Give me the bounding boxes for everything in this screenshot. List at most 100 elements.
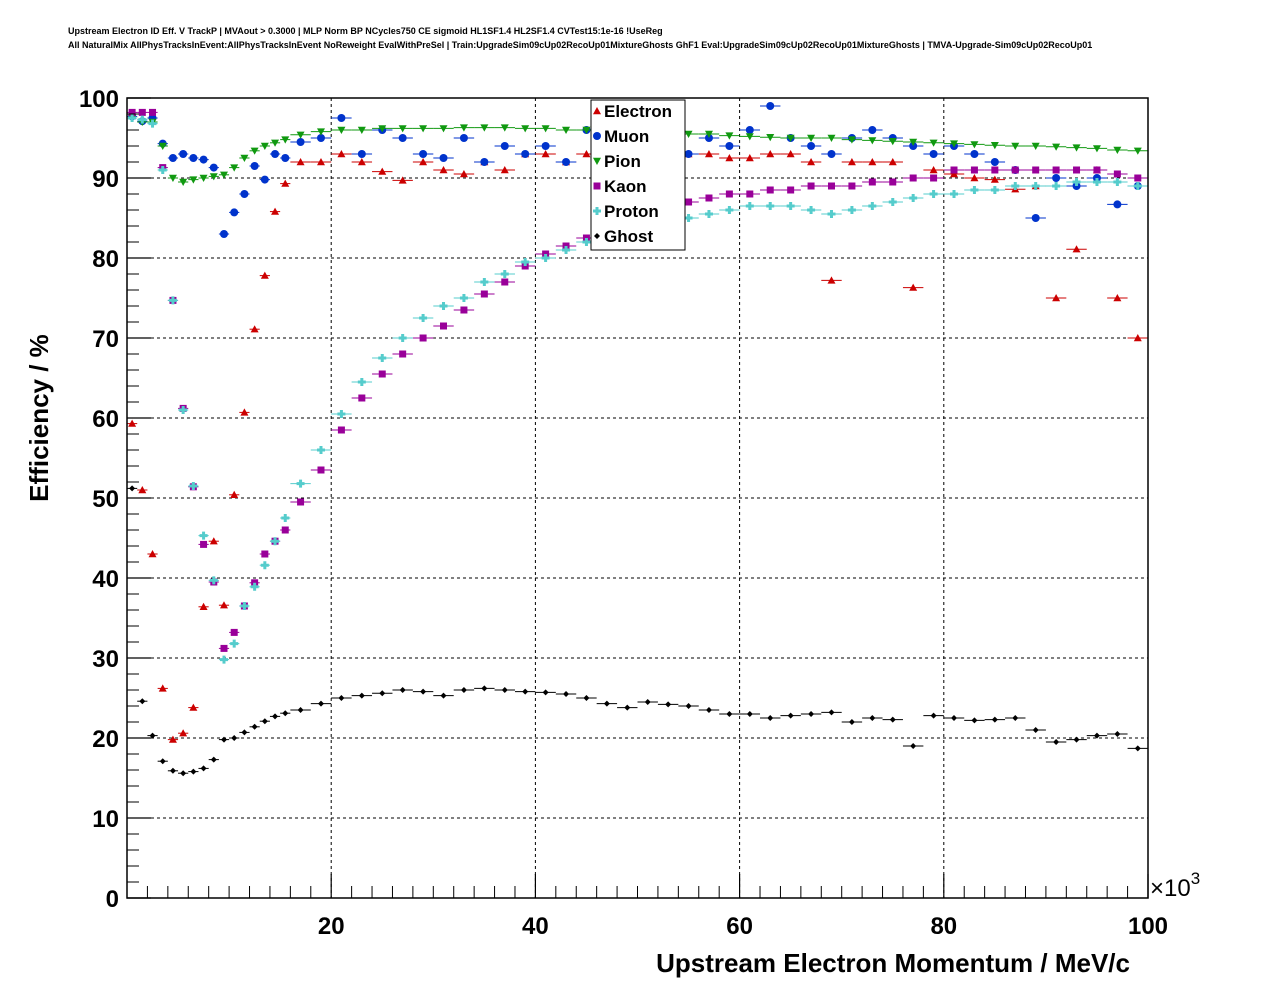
data-point bbox=[562, 246, 571, 254]
data-point bbox=[704, 210, 713, 218]
data-point bbox=[179, 406, 188, 414]
data-point bbox=[991, 716, 998, 723]
data-point bbox=[337, 410, 346, 418]
data-point bbox=[1093, 732, 1100, 739]
data-point bbox=[158, 166, 167, 174]
data-point bbox=[807, 142, 816, 150]
data-point bbox=[1011, 166, 1019, 174]
data-point bbox=[219, 230, 228, 238]
data-point bbox=[970, 186, 979, 194]
data-point bbox=[240, 602, 249, 610]
data-point bbox=[281, 514, 290, 522]
data-point bbox=[149, 732, 156, 739]
data-point bbox=[1031, 182, 1040, 190]
data-point bbox=[210, 756, 217, 763]
data-point bbox=[480, 290, 488, 298]
data-point bbox=[317, 466, 325, 474]
data-point bbox=[460, 306, 468, 314]
data-point bbox=[593, 157, 601, 165]
data-point bbox=[358, 692, 365, 699]
x-tick-label: 20 bbox=[318, 913, 345, 940]
data-point bbox=[179, 729, 188, 737]
data-point bbox=[827, 134, 836, 142]
data-point bbox=[282, 710, 289, 717]
data-point bbox=[582, 126, 591, 134]
data-point bbox=[1113, 146, 1122, 154]
x-tick-label: 60 bbox=[726, 913, 753, 940]
data-point bbox=[230, 490, 239, 498]
data-point bbox=[950, 166, 958, 174]
data-point bbox=[337, 426, 345, 434]
data-point bbox=[847, 136, 856, 144]
data-point bbox=[128, 419, 137, 427]
data-point bbox=[149, 108, 157, 116]
data-point bbox=[129, 485, 136, 492]
data-point bbox=[296, 158, 305, 166]
data-point bbox=[991, 166, 999, 174]
data-point bbox=[1073, 166, 1081, 174]
data-point bbox=[189, 703, 198, 711]
data-point bbox=[419, 334, 427, 342]
data-point bbox=[990, 186, 999, 194]
data-point bbox=[766, 102, 775, 110]
data-point bbox=[148, 550, 157, 558]
data-point bbox=[562, 158, 571, 166]
x-tick-label: 100 bbox=[1128, 913, 1168, 940]
data-point bbox=[260, 561, 269, 570]
data-point bbox=[189, 176, 198, 184]
data-point bbox=[990, 142, 999, 150]
y-tick-label: 40 bbox=[92, 566, 119, 593]
data-point bbox=[827, 210, 836, 218]
data-point bbox=[220, 736, 227, 743]
x-axis-multiplier: ×103 bbox=[1150, 869, 1200, 902]
data-point bbox=[480, 124, 489, 132]
y-tick-label: 90 bbox=[92, 166, 119, 193]
data-point bbox=[868, 137, 877, 145]
data-point bbox=[440, 692, 447, 699]
legend-label: Muon bbox=[604, 127, 649, 146]
data-point bbox=[685, 703, 692, 709]
data-point bbox=[807, 158, 816, 166]
data-point bbox=[930, 174, 938, 182]
data-point bbox=[582, 150, 591, 158]
y-axis-title: Efficiency / % bbox=[24, 334, 54, 502]
data-point bbox=[440, 322, 448, 330]
data-point bbox=[970, 174, 979, 182]
data-point bbox=[189, 482, 198, 490]
data-point bbox=[766, 134, 775, 142]
data-point bbox=[847, 206, 856, 214]
data-point bbox=[261, 718, 268, 725]
data-point bbox=[316, 158, 325, 166]
data-point bbox=[888, 138, 897, 146]
data-point bbox=[541, 150, 550, 158]
data-point bbox=[419, 125, 428, 133]
data-point bbox=[1072, 178, 1081, 186]
data-point bbox=[357, 158, 366, 166]
data-point bbox=[419, 150, 428, 158]
data-point bbox=[889, 178, 897, 186]
data-point bbox=[910, 743, 917, 749]
data-point bbox=[296, 131, 305, 139]
x-axis-title: Upstream Electron Momentum / MeV/c bbox=[656, 948, 1130, 978]
data-point bbox=[500, 124, 509, 132]
data-point bbox=[128, 108, 136, 116]
data-point bbox=[593, 207, 601, 215]
data-point bbox=[1031, 214, 1040, 222]
data-point bbox=[847, 158, 856, 166]
data-point bbox=[1113, 170, 1121, 178]
y-tick-label: 0 bbox=[106, 886, 119, 913]
data-point bbox=[562, 126, 571, 134]
data-point bbox=[624, 704, 631, 711]
data-point bbox=[1073, 736, 1080, 743]
data-point bbox=[888, 198, 897, 206]
data-point bbox=[297, 707, 304, 713]
data-point bbox=[357, 150, 366, 158]
data-point bbox=[337, 126, 346, 134]
data-point bbox=[787, 712, 794, 719]
data-point bbox=[950, 170, 959, 178]
legend-entry-kaon: Kaon bbox=[593, 177, 647, 196]
data-point bbox=[459, 124, 468, 132]
data-point bbox=[240, 190, 249, 198]
data-point bbox=[148, 119, 157, 128]
data-point bbox=[260, 271, 269, 279]
